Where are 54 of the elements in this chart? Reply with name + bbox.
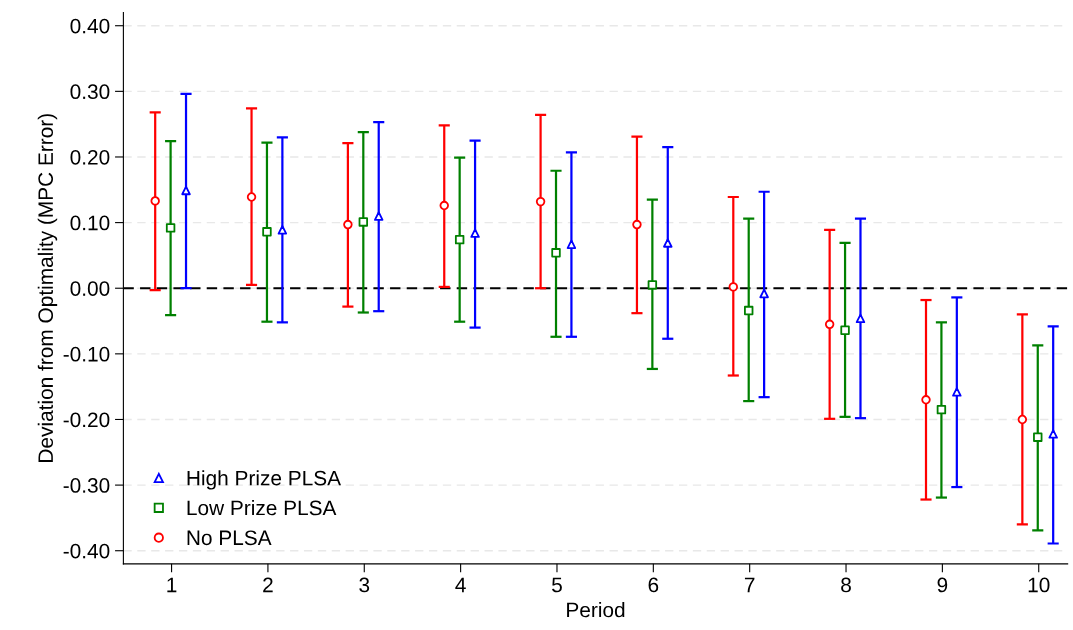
point xyxy=(246,192,257,202)
point xyxy=(759,288,769,299)
y-tick-label: -0.30 xyxy=(63,478,110,493)
point xyxy=(840,325,850,335)
point xyxy=(566,239,577,249)
point xyxy=(150,196,160,206)
point xyxy=(454,234,465,245)
y-tick-label: 0.10 xyxy=(70,215,110,231)
y-axis-title: Deviation from Optimality (MPC Error) xyxy=(37,114,58,462)
legend-label: Low Prize PLSA xyxy=(187,500,337,516)
legend-label: High Prize PLSA xyxy=(187,470,342,490)
y-tick-label: 0.20 xyxy=(70,149,110,165)
point xyxy=(343,219,353,230)
x-tick-label: 10 xyxy=(1028,577,1050,593)
y-tick-label: 0.00 xyxy=(70,281,110,296)
x-tick-label: 3 xyxy=(359,577,370,593)
point xyxy=(663,238,673,248)
point xyxy=(1033,432,1043,442)
point xyxy=(936,404,947,415)
x-tick-label: 6 xyxy=(648,577,659,593)
y-tick-label: 0.40 xyxy=(70,18,110,34)
x-tick-label: 1 xyxy=(167,577,177,593)
point xyxy=(470,228,480,238)
point xyxy=(374,211,384,221)
x-axis-title: Period xyxy=(567,602,625,618)
point xyxy=(358,217,369,227)
point xyxy=(165,223,176,233)
legend-label: No PLSA xyxy=(187,530,272,546)
point xyxy=(744,305,754,316)
point xyxy=(952,387,962,397)
point xyxy=(1017,414,1028,425)
x-tick-label: 8 xyxy=(841,577,851,593)
point xyxy=(728,282,739,292)
point xyxy=(824,319,835,330)
point xyxy=(632,219,642,230)
point xyxy=(647,280,658,290)
point xyxy=(262,227,272,237)
y-tick-label: 0.30 xyxy=(70,84,110,100)
point xyxy=(439,200,449,211)
x-tick-label: 9 xyxy=(937,577,948,593)
x-tick-label: 5 xyxy=(552,577,562,593)
point xyxy=(855,313,866,324)
point xyxy=(921,395,931,405)
y-tick-label: -0.40 xyxy=(63,543,110,559)
point xyxy=(181,185,191,196)
y-tick-label: -0.20 xyxy=(63,412,110,428)
point xyxy=(277,225,288,235)
y-tick-label: -0.10 xyxy=(63,346,110,362)
point xyxy=(1048,429,1058,439)
point xyxy=(551,248,561,258)
x-tick-label: 7 xyxy=(744,577,755,593)
x-tick-label: 2 xyxy=(263,577,273,593)
point xyxy=(535,196,546,207)
x-tick-label: 4 xyxy=(455,577,466,593)
